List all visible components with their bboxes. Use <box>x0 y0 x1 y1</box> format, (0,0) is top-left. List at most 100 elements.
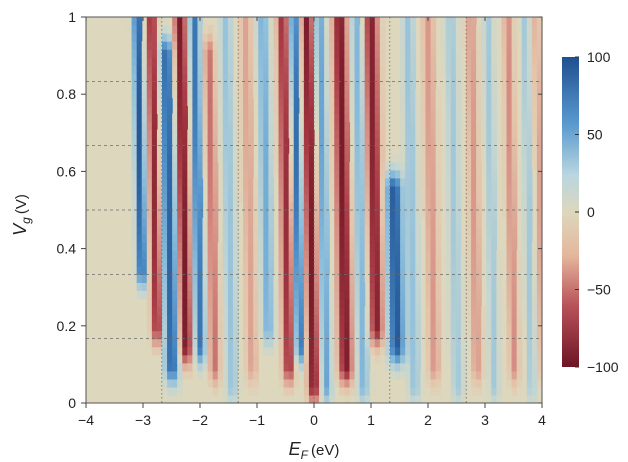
heatmap-cell <box>526 354 533 364</box>
heatmap-cell <box>445 201 452 211</box>
heatmap-cell <box>212 97 219 107</box>
heatmap-cell <box>415 274 421 283</box>
heatmap-cell <box>308 242 315 251</box>
heatmap-cell <box>303 177 310 187</box>
heatmap-cell <box>400 250 406 259</box>
heatmap-cell <box>182 97 188 107</box>
heatmap-cell <box>167 161 173 171</box>
heatmap-cell <box>212 306 219 316</box>
heatmap-cell <box>354 386 361 396</box>
heatmap-cell <box>390 177 396 187</box>
heatmap-cell <box>324 290 330 300</box>
heatmap-cell <box>425 41 432 50</box>
heatmap-cell <box>182 121 188 131</box>
heatmap-cell <box>354 201 361 211</box>
heatmap-cell <box>521 193 528 203</box>
heatmap-cell <box>531 370 538 380</box>
heatmap-cell <box>243 258 249 267</box>
heatmap-cell <box>405 201 411 211</box>
heatmap-cell <box>207 41 214 50</box>
heatmap-cell <box>268 218 275 227</box>
heatmap-cell <box>253 57 259 66</box>
heatmap-cell <box>526 97 533 107</box>
heatmap-cell <box>344 145 351 155</box>
heatmap-cell <box>298 121 305 131</box>
heatmap-cell <box>329 57 335 66</box>
heatmap-cell <box>298 89 305 99</box>
heatmap-cell <box>182 226 188 235</box>
heatmap-cell <box>202 121 209 131</box>
heatmap-cell <box>314 121 320 131</box>
heatmap-cell <box>344 129 351 139</box>
heatmap-cell <box>536 177 543 187</box>
heatmap-cell <box>526 386 533 396</box>
heatmap-cell <box>354 258 361 267</box>
heatmap-cell <box>182 169 188 179</box>
heatmap-cell <box>364 49 371 58</box>
heatmap-cell <box>258 137 264 147</box>
heatmap-cell <box>182 210 188 219</box>
heatmap-cell <box>192 314 199 324</box>
heatmap-cell <box>207 218 214 227</box>
heatmap-cell <box>273 17 280 26</box>
heatmap-cell <box>187 330 193 340</box>
heatmap-cell <box>131 161 138 171</box>
heatmap-cell <box>506 290 513 300</box>
heatmap-cell <box>374 322 381 332</box>
heatmap-cell <box>491 105 497 115</box>
heatmap-cell <box>162 210 168 219</box>
heatmap-cell <box>212 346 219 356</box>
heatmap-cell <box>243 250 249 259</box>
heatmap-cell <box>379 89 386 99</box>
heatmap-cell <box>253 290 259 300</box>
heatmap-cell <box>521 41 528 50</box>
heatmap-cell <box>192 346 199 356</box>
heatmap-cell <box>324 57 330 66</box>
heatmap-cell <box>156 226 163 235</box>
heatmap-cell <box>334 330 340 340</box>
heatmap-cell <box>324 282 330 292</box>
heatmap-cell <box>410 250 416 259</box>
heatmap-cell <box>308 129 315 139</box>
heatmap-cell <box>460 266 467 275</box>
heatmap-cell <box>308 314 315 324</box>
heatmap-cell <box>400 161 406 171</box>
heatmap-cell <box>319 266 325 275</box>
heatmap-cell <box>425 250 432 259</box>
heatmap-cell <box>238 113 244 123</box>
heatmap-cell <box>425 25 432 34</box>
heatmap-cell <box>435 201 442 211</box>
heatmap-cell <box>146 306 153 316</box>
heatmap-cell <box>222 218 229 227</box>
heatmap-cell <box>187 314 193 324</box>
heatmap-cell <box>187 242 193 251</box>
heatmap-cell <box>243 129 249 139</box>
heatmap-cell <box>303 129 310 139</box>
heatmap-cell <box>450 49 457 58</box>
heatmap-cell <box>481 49 487 58</box>
heatmap-cell <box>354 161 361 171</box>
heatmap-cell <box>471 330 477 340</box>
heatmap-cell <box>531 242 538 251</box>
heatmap-cell <box>207 322 214 332</box>
heatmap-cell <box>339 89 345 99</box>
heatmap-cell <box>471 378 477 388</box>
heatmap-cell <box>146 33 153 42</box>
heatmap-cell <box>506 378 513 388</box>
heatmap-cell <box>162 226 168 235</box>
heatmap-cell <box>491 129 497 139</box>
heatmap-cell <box>308 113 315 123</box>
heatmap-cell <box>476 25 482 34</box>
heatmap-cell <box>319 169 325 179</box>
heatmap-cell <box>339 177 345 187</box>
heatmap-cell <box>400 129 406 139</box>
heatmap-cell <box>349 378 356 388</box>
heatmap-cell <box>501 121 508 131</box>
heatmap-cell <box>455 394 462 404</box>
heatmap-cell <box>521 97 528 107</box>
heatmap-cell <box>308 298 315 308</box>
heatmap-cell <box>536 290 543 300</box>
heatmap-cell <box>177 193 183 203</box>
heatmap-cell <box>521 105 528 115</box>
heatmap-cell <box>187 65 193 74</box>
